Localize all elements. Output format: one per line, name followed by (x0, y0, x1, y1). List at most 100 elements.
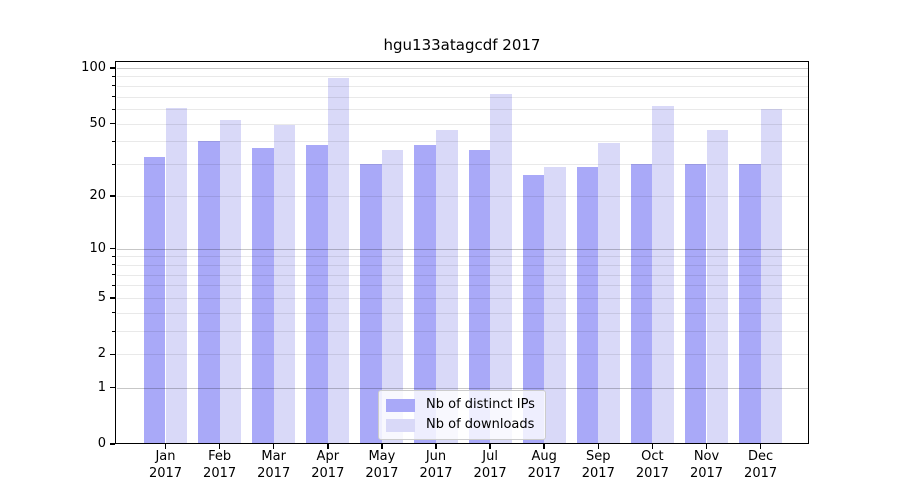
y-tick-mark (110, 386, 115, 389)
x-tick-mark (651, 444, 654, 449)
chart-title: hgu133atagcdf 2017 (383, 36, 541, 54)
gridline-minor (116, 264, 808, 266)
bar-nb-of-distinct-ips-dec (739, 164, 761, 444)
bar-nb-of-distinct-ips-jun (414, 145, 436, 444)
gridline-minor (116, 123, 808, 125)
bar-nb-of-distinct-ips-jul (468, 149, 491, 444)
gridline-minor (116, 331, 808, 333)
y-minor-tick-mark (112, 75, 115, 77)
y-tick-label-20: 20 (89, 187, 106, 203)
y-minor-tick-mark (112, 163, 115, 165)
bar-nb-of-downloads-oct (652, 106, 674, 444)
x-tick-mark (705, 444, 708, 449)
gridline-major (116, 67, 808, 69)
y-tick-mark (110, 122, 115, 125)
gridline-minor (116, 195, 808, 197)
bar-nb-of-downloads-sep (598, 143, 620, 444)
y-tick-mark (110, 195, 115, 197)
y-minor-tick-mark (112, 255, 115, 257)
gridline-minor (116, 76, 808, 78)
legend-item-downloads: Nb of downloads (386, 417, 535, 433)
bar-nb-of-downloads-aug (544, 166, 566, 444)
bar-nb-of-downloads-nov (706, 130, 729, 444)
y-minor-tick-mark (112, 284, 115, 286)
bar-nb-of-downloads-jan (165, 107, 188, 444)
bar-nb-of-distinct-ips-sep (576, 166, 599, 444)
x-tick-label-sep: Sep 2017 (581, 449, 615, 481)
legend-swatch-distinct-ips (386, 398, 415, 412)
x-tick-mark (759, 444, 762, 449)
x-tick-mark (543, 444, 545, 449)
bar-nb-of-distinct-ips-mar (252, 147, 274, 444)
gridline-minor (116, 141, 808, 143)
bar-nb-of-distinct-ips-may (360, 164, 382, 444)
gridline-minor (116, 164, 808, 166)
legend-item-distinct-ips: Nb of distinct IPs (386, 397, 535, 413)
gridline-minor (116, 96, 808, 98)
x-tick-mark (597, 444, 600, 449)
x-tick-mark (381, 444, 383, 449)
y-tick-label-1: 1 (97, 379, 106, 395)
y-tick-label-5: 5 (97, 290, 106, 305)
x-tick-label-may: May 2017 (365, 449, 399, 481)
y-tick-label-50: 50 (89, 115, 106, 131)
y-tick-mark (110, 67, 115, 69)
x-tick-label-jun: Jun 2017 (419, 449, 453, 481)
bar-nb-of-downloads-mar (273, 125, 296, 444)
y-minor-tick-mark (112, 312, 115, 314)
y-tick-mark (110, 353, 115, 356)
bar-nb-of-downloads-apr (327, 78, 350, 444)
x-tick-mark (327, 444, 329, 449)
y-minor-tick-mark (112, 264, 115, 266)
y-minor-tick-mark (112, 330, 115, 332)
bar-nb-of-downloads-dec (760, 109, 783, 444)
x-tick-label-jul: Jul 2017 (473, 449, 507, 481)
y-minor-tick-mark (112, 108, 115, 110)
y-minor-tick-mark (112, 96, 115, 98)
x-tick-label-jan: Jan 2017 (148, 449, 183, 481)
y-tick-label-10: 10 (89, 240, 106, 256)
gridline-minor (116, 109, 808, 111)
x-tick-label-feb: Feb 2017 (203, 449, 237, 481)
y-minor-tick-mark (112, 140, 115, 142)
bar-nb-of-downloads-feb (219, 120, 242, 444)
gridline-major (116, 248, 808, 250)
bar-nb-of-distinct-ips-jan (143, 156, 166, 444)
x-tick-mark (272, 444, 275, 449)
x-tick-label-mar: Mar 2017 (257, 449, 291, 481)
legend-swatch-downloads (386, 418, 415, 432)
gridline-minor (116, 354, 808, 356)
x-tick-mark (435, 444, 437, 449)
x-tick-mark (218, 444, 221, 449)
gridline-minor (116, 274, 808, 276)
y-tick-label-100: 100 (81, 59, 106, 75)
legend-label-distinct-ips: Nb of distinct IPs (426, 397, 535, 412)
bar-nb-of-distinct-ips-feb (198, 141, 220, 444)
gridline-minor (116, 85, 808, 87)
y-minor-tick-mark (112, 274, 115, 276)
bar-nb-of-distinct-ips-aug (522, 175, 545, 444)
bar-nb-of-downloads-jul (490, 94, 512, 444)
x-tick-label-nov: Nov 2017 (689, 449, 724, 481)
x-tick-label-oct: Oct 2017 (635, 449, 669, 481)
x-tick-label-aug: Aug 2017 (527, 449, 561, 481)
bar-nb-of-distinct-ips-nov (684, 164, 707, 444)
x-tick-mark (489, 444, 491, 449)
gridline-minor (116, 312, 808, 314)
x-tick-label-dec: Dec 2017 (744, 449, 778, 481)
y-tick-mark (110, 297, 115, 299)
bar-nb-of-distinct-ips-oct (630, 164, 653, 444)
bar-nb-of-downloads-may (381, 149, 404, 444)
y-minor-tick-mark (112, 85, 115, 87)
y-tick-label-0: 0 (97, 436, 106, 451)
gridline-minor (116, 298, 808, 299)
gridline-major (116, 387, 808, 389)
gridline-minor (116, 285, 808, 287)
legend: Nb of distinct IPs Nb of downloads (378, 390, 546, 440)
gridline-minor (116, 256, 808, 258)
y-tick-mark (110, 443, 115, 445)
bar-nb-of-downloads-jun (436, 130, 458, 444)
x-tick-label-apr: Apr 2017 (311, 449, 345, 481)
x-tick-mark (164, 444, 167, 449)
